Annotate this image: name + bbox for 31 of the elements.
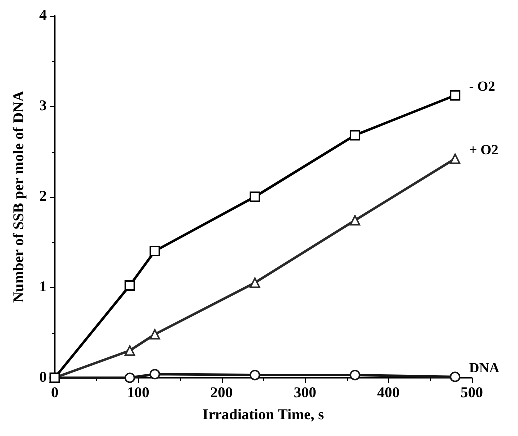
point xyxy=(350,370,360,381)
point xyxy=(250,370,260,381)
x-axis-title: Irradiation Time, s xyxy=(202,408,324,424)
point xyxy=(450,154,461,164)
series-label: - O2 xyxy=(469,80,496,96)
point xyxy=(124,346,136,356)
y-tick-label: 0 xyxy=(40,370,47,386)
x-tick-label: 500 xyxy=(460,386,484,402)
point xyxy=(250,192,260,202)
y-axis-title: Number of SSB per mole of DNA xyxy=(12,90,28,303)
point xyxy=(350,130,360,141)
x-tick-label: 200 xyxy=(210,386,234,402)
series-label: + O2 xyxy=(469,143,499,158)
point xyxy=(150,329,160,340)
x-tick-label: 400 xyxy=(377,386,400,402)
y-tick-label: 1 xyxy=(40,280,47,296)
series-label: DNA xyxy=(469,362,501,377)
y-tick-label: 2 xyxy=(40,189,47,205)
point xyxy=(150,369,160,380)
x-tick-label: 300 xyxy=(294,386,316,402)
point xyxy=(250,278,260,288)
point xyxy=(350,215,360,226)
y-tick-label: 3 xyxy=(40,98,47,114)
point xyxy=(150,246,160,257)
y-tick-label: 4 xyxy=(40,8,48,24)
point xyxy=(124,372,136,384)
x-tick-label: 0 xyxy=(51,386,59,402)
x-tick-label: 100 xyxy=(127,386,150,402)
point xyxy=(450,372,461,382)
point xyxy=(450,90,461,101)
point xyxy=(124,280,136,291)
